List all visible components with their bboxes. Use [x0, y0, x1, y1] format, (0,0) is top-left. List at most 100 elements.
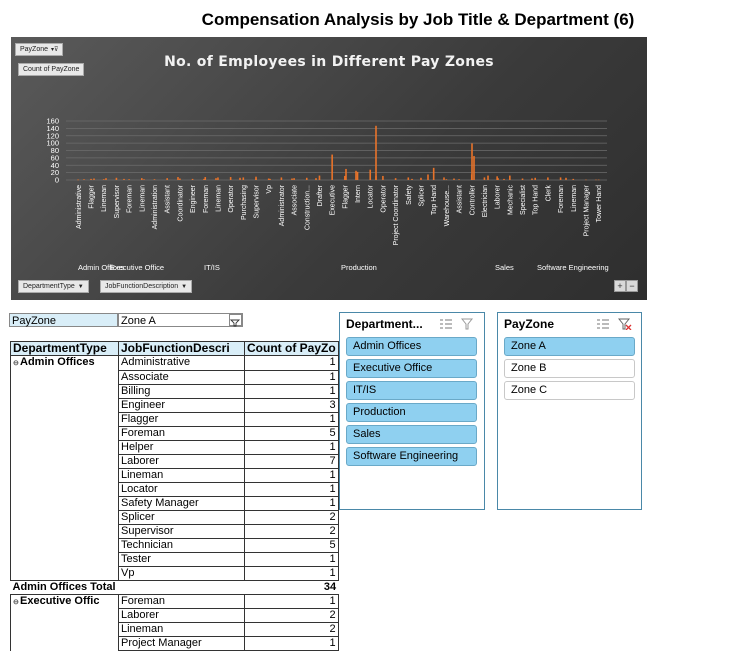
pivot-total-label: Admin Offices Total [10, 579, 245, 595]
slicer-item[interactable]: Zone B [504, 359, 635, 378]
payzone-slicer-title: PayZone [504, 317, 555, 331]
x-tick-label: Tower Hand [596, 185, 603, 222]
bar [356, 171, 359, 180]
payzone-filter-pill[interactable]: PayZone ▾⊽ [15, 43, 64, 56]
bar [597, 179, 600, 181]
bar [427, 174, 429, 180]
bar [102, 179, 105, 180]
x-tick-label: Top Hand [431, 185, 438, 215]
count-of-payzone-pill[interactable]: Count of PayZone [18, 63, 85, 76]
pivot-group-cell [10, 468, 119, 482]
department-type-pill[interactable]: DepartmentType ▼ [18, 280, 89, 293]
expand-field-button[interactable]: + [614, 280, 626, 292]
bar [445, 179, 448, 180]
department-slicer[interactable]: Department... Admin Offices Executive Off… [339, 312, 485, 510]
bar [115, 177, 118, 180]
group-label: Executive Office [110, 263, 164, 272]
department-type-pill-label: DepartmentType [23, 283, 75, 290]
pivot-job-cell: Helper [118, 440, 245, 455]
pivot-group-cell [10, 426, 119, 440]
slicer-item[interactable]: Zone C [504, 381, 635, 400]
x-tick-label: Administration [152, 185, 159, 229]
pivot-group-label[interactable]: ⊖Executive Offic [10, 594, 119, 609]
slicer-item[interactable]: Executive Office [346, 359, 477, 378]
bar [432, 167, 435, 180]
bar [407, 177, 410, 180]
bar [215, 178, 217, 180]
pivot-count-cell: 1 [244, 566, 339, 581]
bar [483, 177, 486, 180]
job-function-pill-label: JobFunctionDescription [105, 283, 179, 290]
bar [203, 178, 205, 180]
collapse-icon[interactable]: ⊖ [13, 360, 19, 367]
y-tick-label: 80 [51, 146, 59, 155]
clear-filter-icon[interactable] [618, 318, 632, 330]
pivot-job-cell: Engineer [118, 398, 245, 413]
y-tick-label: 140 [46, 124, 59, 133]
filter-funnel-icon [229, 319, 241, 327]
slicer-item[interactable]: Software Engineering [346, 447, 477, 466]
slicer-item[interactable]: IT/IS [346, 381, 477, 400]
group-label: Sales [495, 263, 514, 272]
collapse-field-button[interactable]: − [626, 280, 638, 292]
bar [280, 177, 283, 180]
bar [411, 178, 413, 180]
bar [595, 179, 597, 181]
table-row: ⊖Executive Offic Foreman 1 [10, 594, 339, 609]
pivot-group-cell [10, 538, 119, 552]
job-function-pill[interactable]: JobFunctionDescription ▼ [100, 280, 193, 293]
page-title: Compensation Analysis by Job Title & Dep… [201, 10, 635, 29]
pivot-group-cell [10, 496, 119, 510]
bar [255, 176, 257, 180]
chevron-down-icon: ▼ [77, 284, 84, 290]
pivot-header-cell[interactable]: Count of PayZo [244, 341, 339, 356]
pivot-group-name: Admin Offices [20, 356, 95, 368]
x-tick-label: Associate [292, 185, 299, 215]
table-row: Project Manager 1 [10, 636, 339, 651]
pivot-count-cell: 7 [244, 454, 339, 469]
x-tick-label: Lineman [101, 185, 108, 212]
y-tick-label: 100 [46, 139, 59, 148]
slicer-item[interactable]: Admin Offices [346, 337, 477, 356]
pivot-header-row: DepartmentType JobFunctionDescri Count of … [10, 341, 339, 356]
multi-select-icon[interactable] [439, 318, 453, 330]
multi-select-icon[interactable] [596, 318, 610, 330]
payzone-slicer[interactable]: PayZone Zone A Zone B Zone C [497, 312, 642, 510]
bar [93, 178, 95, 180]
y-tick-label: 0 [55, 176, 59, 185]
bar [179, 178, 181, 180]
pivot-count-cell: 2 [244, 510, 339, 525]
pivot-job-cell: Billing [118, 384, 245, 399]
bar [217, 177, 219, 180]
slicer-item[interactable]: Production [346, 403, 477, 422]
bar [204, 177, 207, 180]
filter-dropdown-button[interactable] [229, 314, 242, 327]
pivot-header-cell[interactable]: DepartmentType [10, 341, 119, 356]
pivot-header-cell[interactable]: JobFunctionDescri [118, 341, 245, 356]
y-tick-label: 120 [46, 131, 59, 140]
slicer-item[interactable]: Sales [346, 425, 477, 444]
pivot-group-cell [10, 384, 119, 398]
report-filter-value[interactable]: Zone A [118, 313, 243, 327]
bar [394, 178, 397, 180]
table-row: Foreman 5 [10, 426, 339, 441]
x-tick-label: Foreman [127, 185, 134, 213]
bar [572, 178, 575, 180]
pivot-job-cell: Technician [118, 538, 245, 553]
bar [585, 179, 587, 181]
collapse-icon[interactable]: ⊖ [13, 598, 19, 606]
y-tick-label: 40 [51, 161, 59, 170]
clear-filter-icon[interactable] [461, 318, 475, 330]
table-row: Tester 1 [10, 552, 339, 567]
x-tick-label: Project Coordinator [393, 184, 400, 245]
bar [344, 175, 346, 180]
pivot-count-cell: 5 [244, 538, 339, 553]
table-row: Supervisor 2 [10, 524, 339, 539]
slicer-item[interactable]: Zone A [504, 337, 635, 356]
x-tick-label: Assistant [165, 185, 172, 213]
pay-zone-chart[interactable]: PayZone ▾⊽ Count of PayZone No. of Employ… [11, 37, 647, 300]
group-label: Admin Offices [78, 263, 125, 272]
pivot-group-label[interactable]: ⊖Admin Offices [10, 355, 119, 370]
bar [242, 177, 245, 180]
bar [143, 179, 145, 180]
